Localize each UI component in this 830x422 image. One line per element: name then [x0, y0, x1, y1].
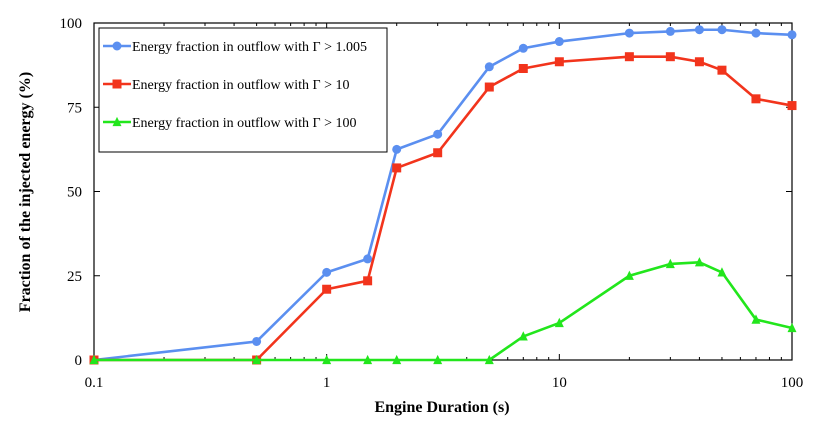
x-tick-label: 100 [781, 375, 804, 391]
data-point [433, 148, 443, 158]
data-point [518, 63, 528, 73]
data-point [717, 65, 727, 75]
legend-item: Energy fraction in outflow with Γ > 1.00… [103, 40, 367, 55]
data-point [484, 354, 494, 365]
legend-label: Energy fraction in outflow with Γ > 1.00… [132, 40, 367, 55]
series-line [94, 260, 793, 362]
legend-box [98, 27, 388, 153]
data-point [665, 26, 675, 36]
data-point [322, 284, 332, 294]
data-point [392, 354, 402, 365]
y-tick-label: 0 [75, 353, 83, 369]
data-point [694, 57, 704, 67]
data-point [751, 28, 761, 38]
y-tick-label: 50 [67, 185, 82, 201]
data-point [694, 25, 704, 35]
data-point [554, 317, 564, 328]
legend: Energy fraction in outflow with Γ > 1.00… [98, 27, 388, 153]
legend-item: Energy fraction in outflow with Γ > 10 [103, 78, 350, 93]
series-layer [89, 25, 797, 365]
data-point [252, 336, 262, 346]
data-point [717, 267, 727, 277]
x-tick-label: 0.1 [85, 375, 104, 391]
data-point [252, 354, 262, 365]
y-tick-label: 100 [60, 16, 83, 32]
x-tick-label: 10 [552, 375, 567, 391]
data-point [518, 43, 528, 53]
data-point [322, 354, 332, 365]
data-point [694, 257, 704, 267]
x-tick-label: 1 [323, 375, 331, 391]
data-point [751, 314, 761, 324]
data-point [717, 25, 727, 35]
data-point [433, 129, 443, 139]
legend-label: Energy fraction in outflow with Γ > 100 [132, 116, 357, 131]
data-point [484, 82, 494, 92]
data-point [787, 30, 797, 40]
data-point [363, 354, 373, 365]
data-point [624, 270, 634, 280]
data-point [624, 52, 634, 62]
data-point [751, 94, 761, 104]
legend-label: Energy fraction in outflow with Γ > 10 [132, 78, 350, 93]
data-point [518, 331, 528, 341]
data-point [392, 144, 402, 154]
data-point [665, 258, 675, 269]
data-point [484, 62, 494, 72]
data-point [787, 101, 797, 111]
y-axis-title: Fraction of the injected energy (%) [17, 72, 34, 312]
data-point [787, 322, 797, 333]
data-point [665, 52, 675, 62]
data-point [112, 41, 122, 51]
x-axis-title: Engine Duration (s) [374, 399, 509, 416]
legend-item: Energy fraction in outflow with Γ > 100 [103, 116, 357, 131]
tick-labels: 0.1 1 10 100 0 25 50 75 100 [60, 16, 804, 391]
data-point [392, 163, 402, 173]
y-tick-label: 75 [67, 100, 82, 116]
data-point [624, 28, 634, 38]
series-3 [89, 257, 797, 365]
data-point [363, 276, 373, 286]
data-point [433, 354, 443, 365]
y-tick-label: 25 [67, 269, 82, 285]
data-point [89, 354, 99, 365]
series-1 [89, 25, 797, 365]
data-point [322, 267, 332, 277]
data-point [112, 79, 122, 89]
data-point [112, 116, 122, 127]
data-point [554, 37, 564, 47]
data-point [363, 254, 373, 264]
data-point [554, 57, 564, 67]
